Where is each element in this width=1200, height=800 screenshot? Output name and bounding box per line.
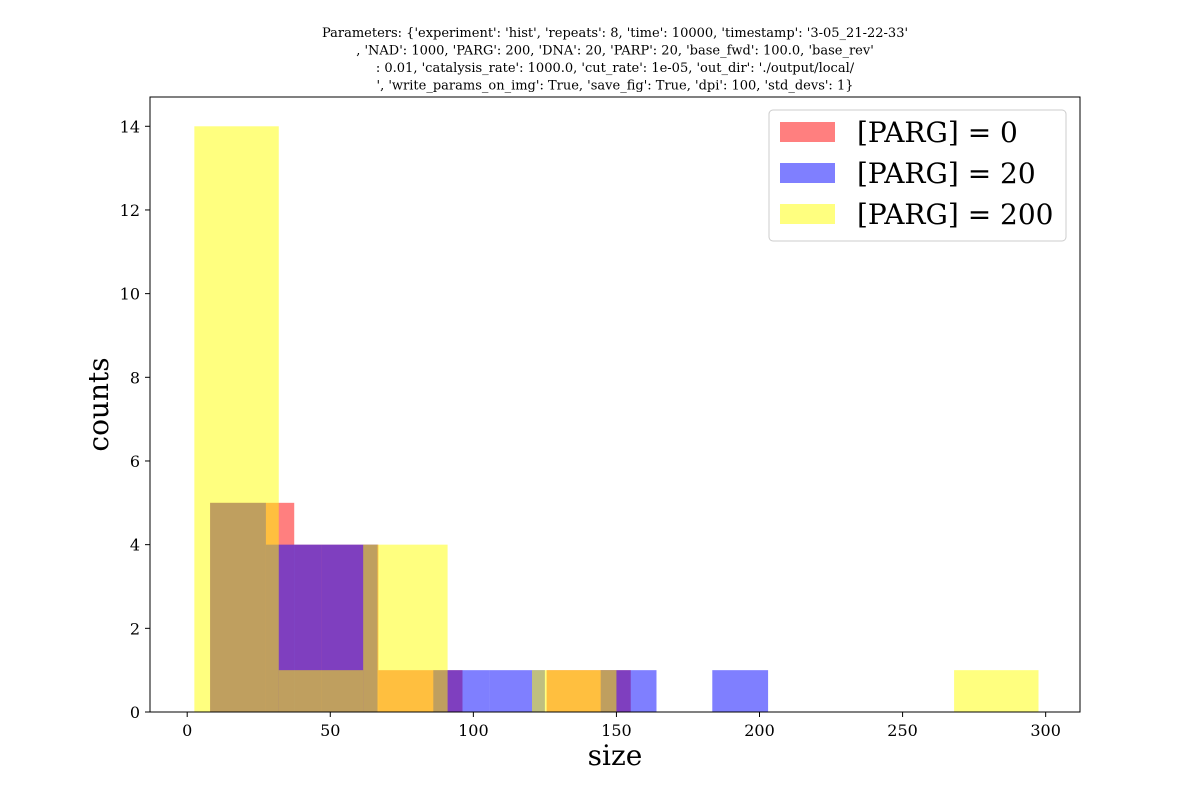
x-tick-label: 50	[320, 721, 340, 740]
legend-box	[768, 109, 1067, 242]
y-axis-label: counts	[82, 357, 115, 451]
histogram-bar	[532, 670, 617, 712]
x-tick-label: 300	[1030, 721, 1061, 740]
y-tick-label: 2	[130, 619, 140, 638]
x-axis-ticks: 0 50 100 150 200 250 300	[182, 712, 1061, 740]
legend-swatch	[780, 163, 835, 183]
histogram-bar	[194, 126, 279, 713]
legend-swatch	[780, 204, 835, 224]
legend-swatch	[780, 122, 835, 142]
y-tick-label: 14	[120, 117, 140, 136]
y-tick-label: 0	[130, 703, 140, 722]
y-tick-label: 6	[130, 452, 140, 471]
title-line: Parameters: {'experiment': 'hist', 'repe…	[322, 26, 908, 41]
x-tick-label: 250	[887, 721, 918, 740]
x-tick-label: 150	[601, 721, 632, 740]
title-line: : 0.01, 'catalysis_rate': 1000.0, 'cut_r…	[376, 61, 855, 76]
x-tick-label: 0	[182, 721, 192, 740]
title-line: , 'NAD': 1000, 'PARG': 200, 'DNA': 20, '…	[356, 44, 874, 59]
legend-label: [PARG] = 20	[857, 157, 1036, 190]
chart-title: Parameters: {'experiment': 'hist', 'repe…	[322, 26, 908, 94]
histogram-bar	[712, 670, 769, 712]
histogram-bar	[278, 670, 364, 712]
legend-label: [PARG] = 0	[857, 116, 1018, 149]
histogram-bar	[954, 670, 1039, 712]
y-tick-label: 8	[130, 368, 140, 387]
histogram-bars	[194, 126, 1039, 713]
x-tick-label: 100	[458, 721, 489, 740]
x-axis-label: size	[588, 739, 643, 772]
histogram-bar	[363, 544, 448, 712]
y-axis-ticks: 0 2 4 6 8 10 12 14	[120, 117, 150, 722]
plot-frame	[149, 96, 1081, 713]
y-tick-label: 12	[120, 201, 140, 220]
legend-label: [PARG] = 200	[857, 198, 1054, 231]
y-tick-label: 4	[130, 536, 140, 555]
legend: [PARG] = 0 [PARG] = 20 [PARG] = 200	[768, 109, 1067, 242]
x-tick-label: 200	[744, 721, 775, 740]
y-tick-label: 10	[120, 285, 140, 304]
title-line: ', 'write_params_on_img': True, 'save_fi…	[377, 79, 854, 94]
